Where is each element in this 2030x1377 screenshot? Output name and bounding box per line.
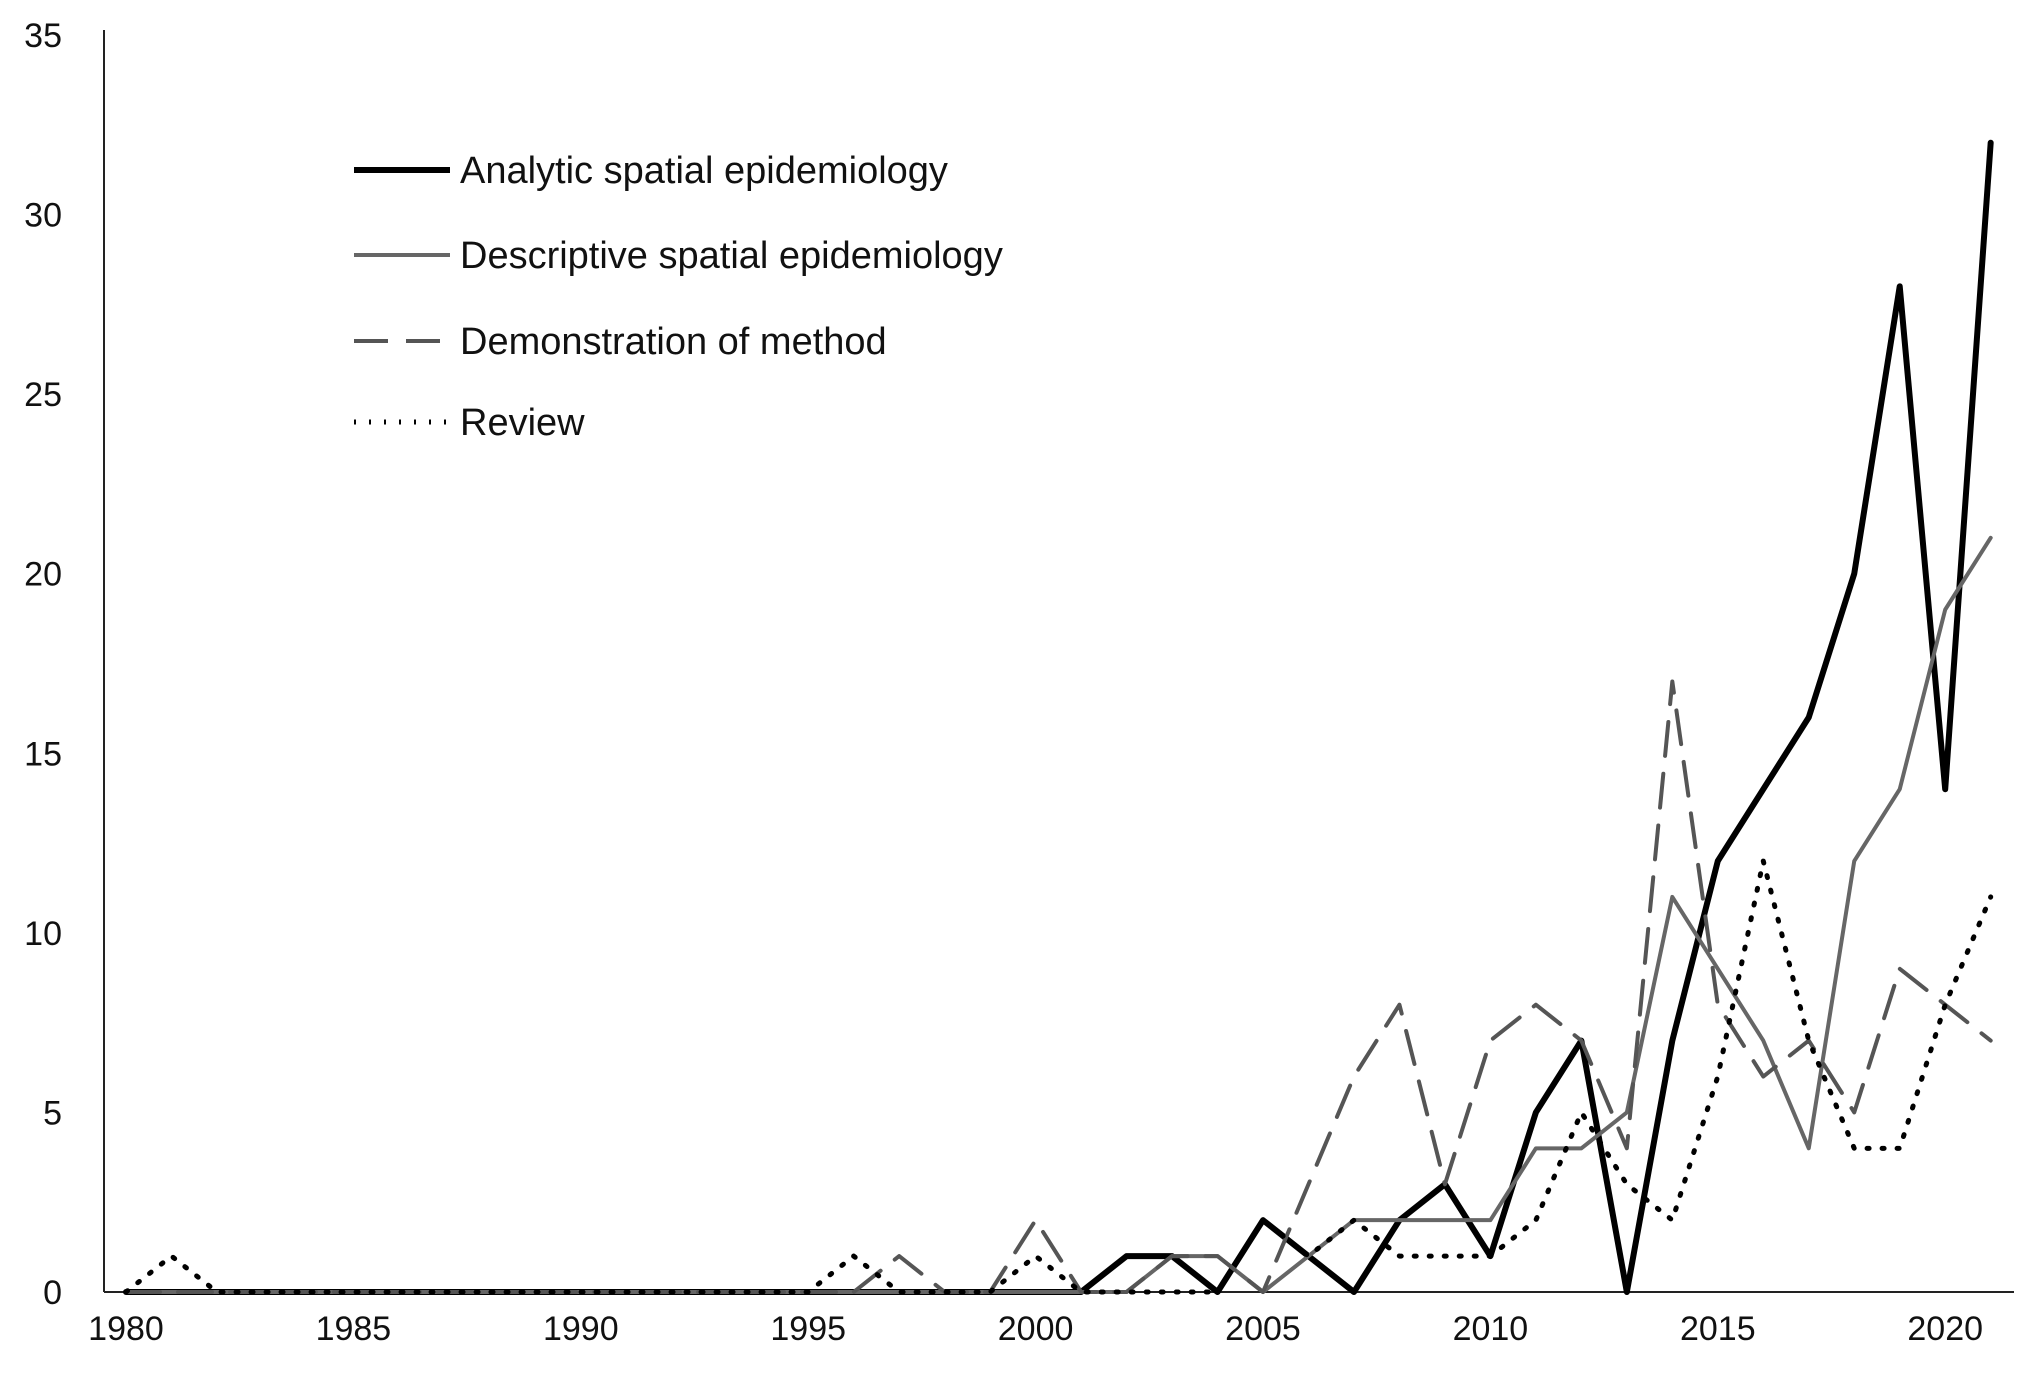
y-tick-label: 20 xyxy=(24,556,62,594)
x-tick-label: 1985 xyxy=(316,1310,392,1348)
x-tick-labels: 1980 1985 1990 1995 2000 2005 2010 2015 2020 xyxy=(88,1310,1983,1348)
legend-label: Review xyxy=(460,402,585,444)
x-tick-label: 2010 xyxy=(1453,1310,1529,1348)
x-tick-label: 1980 xyxy=(88,1310,164,1348)
series-line-3 xyxy=(123,858,1994,1295)
y-tick-labels: 0 5 10 15 20 25 30 35 xyxy=(24,17,62,1312)
series-line-1 xyxy=(124,535,1993,1294)
series-line-2 xyxy=(124,679,1993,1294)
x-tick-label: 2005 xyxy=(1225,1310,1301,1348)
y-tick-label: 5 xyxy=(43,1094,62,1132)
series-line-0 xyxy=(123,139,1994,1295)
axes xyxy=(103,30,2014,1293)
x-tick-label: 2020 xyxy=(1907,1310,1983,1348)
x-tick-label: 2000 xyxy=(998,1310,1074,1348)
legend-label: Demonstration of method xyxy=(460,321,887,363)
y-tick-label: 15 xyxy=(24,735,62,773)
series-lines xyxy=(123,139,1994,1295)
y-tick-label: 35 xyxy=(24,17,62,55)
legend: Analytic spatial epidemiology Descriptive… xyxy=(354,150,1003,444)
x-tick-label: 1990 xyxy=(543,1310,619,1348)
y-tick-label: 10 xyxy=(24,915,62,953)
x-tick-label: 2015 xyxy=(1680,1310,1756,1348)
y-tick-label: 30 xyxy=(24,197,62,235)
y-tick-label: 25 xyxy=(24,376,62,414)
x-tick-label: 1995 xyxy=(770,1310,846,1348)
legend-label: Analytic spatial epidemiology xyxy=(460,150,948,192)
legend-label: Descriptive spatial epidemiology xyxy=(460,235,1003,277)
y-tick-label: 0 xyxy=(43,1274,62,1312)
